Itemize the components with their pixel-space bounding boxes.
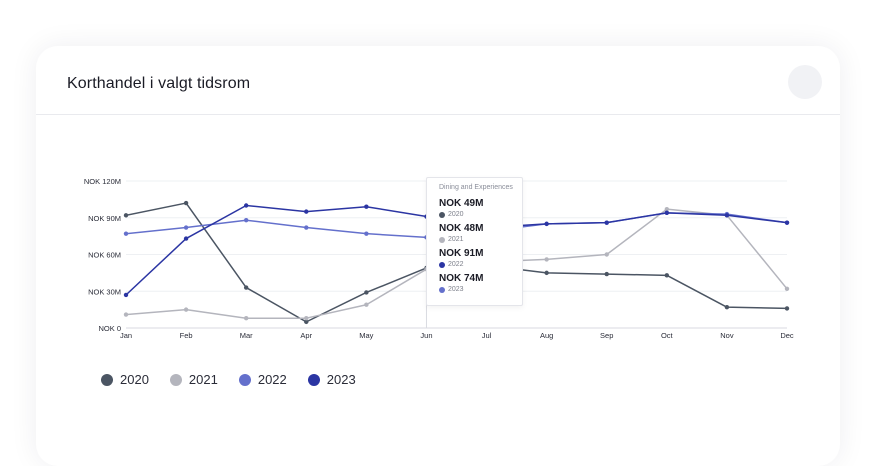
legend-item-2022[interactable]: 2022 (238, 372, 287, 387)
x-tick-label: Nov (720, 331, 734, 340)
legend-dot (101, 373, 113, 386)
data-point-2021 (364, 302, 369, 307)
data-point-2020 (664, 273, 670, 278)
data-point-2020 (784, 306, 790, 311)
y-tick-label: NOK 90M (88, 214, 121, 223)
data-point-2022 (364, 231, 369, 236)
tooltip-dot (439, 211, 445, 218)
legend-dot (169, 373, 182, 386)
legend-dot (238, 373, 251, 386)
tooltip-item: NOK 74M 2023 (439, 273, 483, 293)
data-point-2020 (123, 213, 129, 218)
x-tick-label: Jul (482, 331, 492, 340)
data-point-2021 (243, 316, 249, 321)
data-point-2023 (243, 203, 249, 208)
legend-item-2023[interactable]: 2023 (307, 372, 356, 387)
x-tick-label: Apr (300, 331, 312, 340)
x-tick-label: Jan (120, 331, 132, 340)
data-point-2022 (243, 218, 249, 223)
card-menu-button[interactable] (788, 65, 822, 99)
data-point-2021 (784, 286, 790, 291)
legend-label: 2023 (326, 372, 356, 387)
legend-label: 2020 (120, 372, 149, 387)
legend-item-2020[interactable]: 2020 (101, 372, 149, 387)
tooltip-value: NOK 91M (439, 248, 484, 259)
tooltip-value: NOK 74M (439, 273, 484, 284)
tooltip-item: NOK 48M 2021 (439, 223, 483, 243)
x-tick-label: Oct (661, 331, 674, 340)
data-point-2023 (123, 292, 129, 298)
tooltip-dot (439, 286, 445, 293)
data-point-2023 (183, 236, 189, 241)
x-tick-label: Dec (780, 331, 794, 340)
data-point-2023 (544, 221, 549, 227)
chart-tooltip: Dining and Experiences NOK 49M 2020 NOK … (426, 177, 523, 306)
x-tick-label: Aug (540, 331, 553, 340)
card-header: Korthandel i valgt tidsrom (36, 46, 840, 115)
data-point-2020 (544, 270, 549, 276)
y-tick-label: NOK 0 (98, 324, 121, 333)
tooltip-dot (439, 261, 445, 268)
y-tick-label: NOK 120M (84, 177, 121, 186)
data-point-2022 (183, 225, 189, 230)
data-point-2020 (364, 290, 369, 295)
data-point-2021 (123, 312, 129, 317)
data-point-2021 (183, 307, 189, 312)
card-title: Korthandel i valgt tidsrom (67, 75, 251, 92)
data-point-2022 (123, 231, 129, 236)
x-tick-label: Mar (240, 331, 253, 340)
x-tick-label: Jun (420, 331, 432, 340)
data-point-2023 (664, 210, 670, 216)
x-tick-label: Sep (600, 331, 613, 340)
data-point-2023 (304, 209, 309, 214)
data-point-2023 (604, 220, 609, 225)
x-tick-label: May (359, 331, 373, 340)
tooltip-dot (439, 236, 445, 243)
x-tick-label: Feb (180, 331, 193, 340)
tooltip-item: NOK 49M 2020 (439, 198, 483, 218)
data-point-2020 (724, 304, 730, 310)
legend-item-2021[interactable]: 2021 (169, 372, 218, 387)
data-point-2022 (304, 225, 309, 230)
chart-legend: 2020 2021 2022 2023 (101, 372, 377, 387)
data-point-2021 (304, 316, 309, 321)
legend-dot (307, 373, 320, 386)
data-point-2021 (544, 257, 549, 262)
data-point-2020 (243, 285, 249, 290)
tooltip-value: NOK 48M (439, 223, 484, 234)
data-point-2020 (304, 319, 309, 325)
legend-label: 2022 (257, 372, 287, 387)
data-point-2023 (784, 220, 790, 225)
data-point-2023 (724, 213, 730, 218)
data-point-2020 (183, 200, 189, 206)
y-tick-label: NOK 30M (88, 287, 121, 296)
y-tick-label: NOK 60M (88, 251, 121, 260)
tooltip-item: NOK 91M 2022 (439, 248, 483, 268)
tooltip-title: Dining and Experiences (439, 184, 513, 191)
data-point-2021 (664, 206, 670, 212)
tooltip-year: 2021 (448, 236, 464, 243)
tooltip-year: 2023 (448, 286, 464, 293)
data-point-2020 (604, 271, 609, 277)
data-point-2023 (364, 204, 369, 209)
tooltip-value: NOK 49M (439, 198, 484, 209)
data-point-2021 (604, 252, 609, 257)
tooltip-year: 2022 (448, 261, 464, 268)
tooltip-year: 2020 (448, 211, 464, 218)
legend-label: 2021 (188, 372, 218, 387)
